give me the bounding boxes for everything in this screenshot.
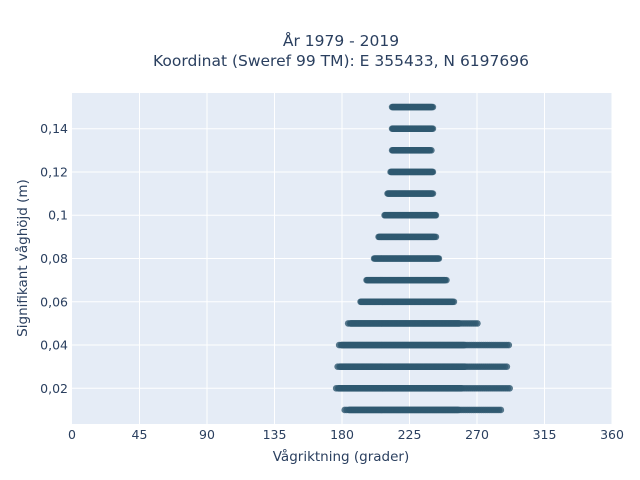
y-tick-label: 0,04 xyxy=(40,338,68,353)
y-tick-label: 0,06 xyxy=(40,294,68,309)
data-point xyxy=(506,385,513,392)
data-point xyxy=(432,233,440,241)
x-tick-label: 45 xyxy=(132,427,148,442)
y-tick-label: 0,1 xyxy=(48,208,68,223)
y-tick-label: 0,12 xyxy=(40,164,68,179)
x-tick-label: 360 xyxy=(600,427,624,442)
data-point xyxy=(429,190,437,197)
data-points xyxy=(332,103,513,414)
data-point xyxy=(332,385,340,392)
data-point xyxy=(474,320,481,327)
data-point xyxy=(505,341,513,349)
data-point xyxy=(388,125,396,132)
x-tick-label: 270 xyxy=(465,427,489,442)
chart-title-line-2: Koordinat (Sweref 99 TM): E 355433, N 61… xyxy=(153,52,529,70)
y-tick-label: 0,14 xyxy=(40,121,68,136)
x-tick-label: 0 xyxy=(68,427,76,442)
data-point xyxy=(428,147,435,154)
data-point xyxy=(370,255,378,262)
data-point xyxy=(363,276,370,284)
data-point xyxy=(375,233,382,241)
data-point xyxy=(503,363,511,370)
data-point xyxy=(443,276,450,284)
y-axis-title: Signifikant våghöjd (m) xyxy=(14,179,31,337)
x-tick-label: 315 xyxy=(533,427,557,442)
data-point xyxy=(450,298,458,306)
data-point xyxy=(357,298,364,306)
data-point xyxy=(341,406,349,414)
data-point xyxy=(429,168,437,176)
data-point xyxy=(387,168,394,176)
y-tick-label: 0,02 xyxy=(40,381,68,396)
x-tick-label: 225 xyxy=(398,427,422,442)
x-tick-labels: 0 45 90 135 180 225 270 315 360 xyxy=(68,427,624,442)
data-point xyxy=(429,125,437,132)
y-tick-labels: 0,02 0,04 0,06 0,08 0,1 0,12 0,14 xyxy=(40,121,68,396)
data-point xyxy=(388,147,396,154)
data-point xyxy=(497,406,505,414)
x-tick-label: 135 xyxy=(263,427,287,442)
chart-title-line-1: År 1979 - 2019 xyxy=(283,31,399,50)
x-tick-label: 180 xyxy=(330,427,354,442)
x-tick-label: 90 xyxy=(199,427,215,442)
data-point xyxy=(344,320,352,327)
data-point xyxy=(435,255,443,262)
data-point xyxy=(429,103,437,111)
data-point xyxy=(334,363,341,370)
y-tick-label: 0,08 xyxy=(40,251,68,266)
data-point xyxy=(381,211,388,219)
data-point xyxy=(432,211,440,219)
data-point xyxy=(335,341,343,349)
data-point xyxy=(384,190,391,197)
x-axis-title: Vågriktning (grader) xyxy=(273,448,410,465)
data-point xyxy=(388,103,396,111)
